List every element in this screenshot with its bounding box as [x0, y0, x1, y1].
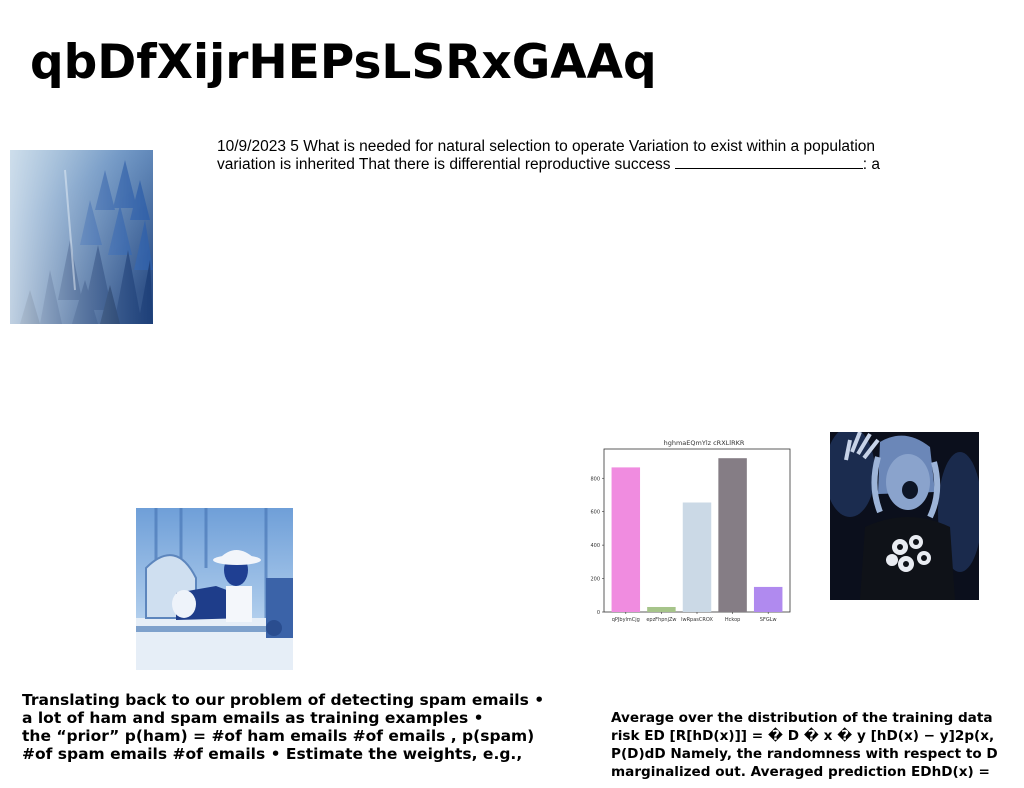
x-tick-label: Hckop	[725, 617, 740, 623]
risk-line-2: risk ED [R[hD(x)]] = � D � x � y [hD(x) …	[611, 728, 995, 744]
spam-line-4: #of spam emails #of emails • Estimate th…	[22, 745, 523, 763]
x-axis: qPJbylmCjg epzFhpnjZw lwRpasCROX Hckop SFGLw	[612, 612, 777, 623]
bar-epzFhpnjZw	[647, 606, 676, 612]
man-in-hat-image	[136, 508, 293, 670]
natural-selection-tail: : a	[862, 156, 881, 173]
natural-selection-paragraph: 10/9/2023 5 What is needed for natural s…	[217, 138, 917, 174]
slide-title: qbDfXijrHEPsLSRxGAAq	[30, 35, 657, 90]
spam-line-3: the “prior” p(ham) = #of ham emails #of …	[22, 727, 535, 745]
y-tick-label: 800	[590, 476, 600, 482]
risk-average-paragraph: Average over the distribution of the tra…	[611, 709, 1024, 781]
risk-line-4: marginalized out. Averaged prediction ED…	[611, 764, 990, 780]
x-tick-label: SFGLw	[760, 617, 777, 623]
bar-qPJbylmCjg	[611, 467, 641, 612]
chart-title: hghmaEQmYlz cRXLlRKR	[664, 439, 745, 447]
spam-detection-paragraph: Translating back to our problem of detec…	[22, 691, 562, 763]
y-tick-label: 400	[590, 543, 600, 549]
fill-in-blank	[674, 156, 863, 169]
x-tick-label: epzFhpnjZw	[646, 617, 676, 623]
x-tick-label: lwRpasCROX	[681, 617, 713, 623]
bars	[611, 458, 783, 612]
y-tick-label: 200	[590, 577, 600, 583]
x-tick-label: qPJbylmCjg	[612, 617, 640, 623]
concert-image	[830, 432, 979, 600]
risk-line-3: P(D)dD Namely, the randomness with respe…	[611, 746, 998, 762]
bar-SFGLw	[753, 586, 783, 612]
spam-line-2: a lot of ham and spam emails as training…	[22, 709, 484, 727]
bar-Hckop	[718, 458, 747, 612]
natural-selection-text: 10/9/2023 5 What is needed for natural s…	[217, 138, 876, 173]
y-axis: 0 200 400 600 800	[590, 476, 604, 616]
risk-line-1: Average over the distribution of the tra…	[611, 710, 993, 726]
y-tick-label: 0	[597, 610, 600, 616]
bar-lwRpasCROX	[682, 502, 712, 612]
y-tick-label: 600	[590, 510, 600, 516]
spam-line-1: Translating back to our problem of detec…	[22, 691, 545, 709]
bar-chart: hghmaEQmYlz cRXLlRKR 0 200 400 600 800 qPJby…	[590, 439, 791, 623]
forest-image	[10, 150, 153, 324]
